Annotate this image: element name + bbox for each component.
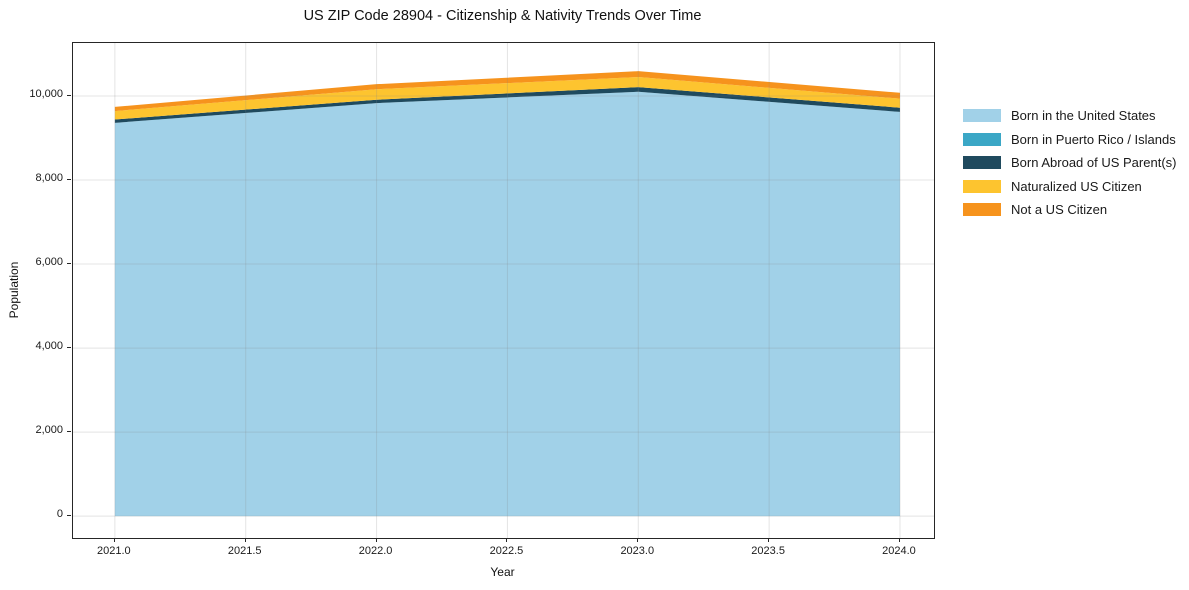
x-tickmark [898, 538, 900, 542]
x-tickmark [506, 538, 508, 542]
chart-title: US ZIP Code 28904 - Citizenship & Nativi… [303, 8, 702, 24]
legend-item: Born in Puerto Rico / Islands [963, 128, 1176, 152]
legend-swatch [963, 203, 1001, 217]
legend-label: Born in the United States [1011, 108, 1156, 124]
legend-label: Born in Puerto Rico / Islands [1011, 131, 1176, 147]
legend-swatch [963, 109, 1001, 123]
y-tick-label: 8,000 [35, 171, 63, 184]
x-tick-label: 2021.0 [97, 545, 131, 557]
y-tickmark [67, 94, 71, 96]
x-tick-label: 2023.0 [620, 545, 655, 557]
x-tickmark [637, 538, 639, 542]
x-tick-label: 2024.0 [882, 545, 916, 557]
y-tick-label: 4,000 [35, 340, 63, 353]
x-tickmark [244, 538, 246, 542]
area-series [114, 71, 900, 112]
area-series [114, 87, 900, 123]
y-tickmark [67, 263, 71, 265]
y-tickmark [67, 178, 71, 180]
y-tick-label: 2,000 [35, 424, 63, 437]
x-tickmark [113, 538, 115, 542]
y-tickmark [67, 431, 71, 433]
legend-label: Born Abroad of US Parent(s) [1011, 155, 1177, 171]
legend-swatch [963, 179, 1001, 193]
y-axis-label: Population [7, 261, 21, 319]
x-axis-label: Year [490, 565, 515, 579]
legend-label: Naturalized US Citizen [1011, 178, 1142, 194]
x-tickmark [768, 538, 770, 542]
x-tick-label: 2023.5 [751, 545, 785, 557]
legend-swatch [963, 132, 1001, 146]
y-tick-label: 10,000 [29, 87, 63, 100]
y-tick-label: 6,000 [35, 256, 63, 269]
legend-item: Not a US Citizen [963, 198, 1176, 222]
legend-item: Born in the United States [963, 104, 1176, 128]
area-series [114, 91, 900, 517]
y-tick-label: 0 [56, 508, 63, 521]
x-tickmark [375, 538, 377, 542]
y-tickmark [67, 515, 71, 517]
x-tick-label: 2022.0 [358, 545, 393, 557]
x-tick-label: 2021.5 [227, 545, 262, 557]
legend: Born in the United States Born in Puerto … [963, 104, 1176, 222]
plot-area [72, 42, 935, 539]
x-tick-label: 2022.5 [489, 545, 524, 557]
legend-item: Born Abroad of US Parent(s) [963, 151, 1176, 175]
area-series [114, 77, 900, 120]
legend-label: Not a US Citizen [1011, 202, 1108, 218]
legend-swatch [963, 156, 1001, 170]
stacked-area-plot [73, 43, 934, 538]
y-tickmark [67, 347, 71, 349]
legend-item: Naturalized US Citizen [963, 175, 1176, 199]
